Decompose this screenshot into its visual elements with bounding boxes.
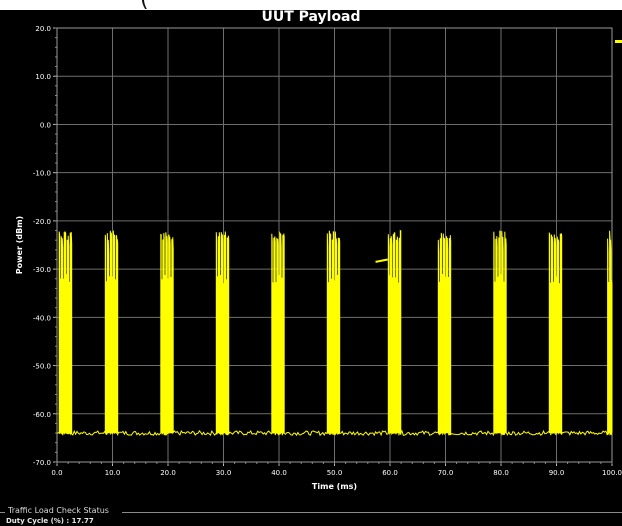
x-tick-label: 60.0	[382, 469, 398, 477]
header-strip: (	[0, 0, 622, 10]
chart-area: 20.0 10.0 0.0 -10.0 -20.0 -30.0 -40.0 -50.0 -60.…	[15, 25, 622, 491]
y-tick-label: 0.0	[40, 121, 51, 129]
status-panel: Traffic Load Check Status Duty Cycle (%)…	[0, 506, 622, 526]
legend-marker	[615, 40, 622, 43]
y-tick-label: 10.0	[35, 73, 51, 81]
x-tick-label: 80.0	[493, 469, 509, 477]
x-tick-label: 30.0	[216, 469, 232, 477]
x-tick-label: 50.0	[327, 469, 343, 477]
group-rule-left	[0, 512, 5, 513]
x-tick-label: 100.0	[602, 469, 622, 477]
y-tick-label: -70.0	[33, 459, 51, 467]
y-tick-label: -40.0	[33, 314, 51, 322]
duty-cycle-readout: Duty Cycle (%) : 17.77	[6, 517, 94, 525]
trace-step-segment	[375, 258, 388, 263]
x-tick-label: 40.0	[271, 469, 287, 477]
x-tick-label: 90.0	[549, 469, 565, 477]
y-tick-label: -60.0	[33, 411, 51, 419]
status-group-title: Traffic Load Check Status	[6, 506, 111, 515]
x-tick-label: 0.0	[51, 469, 62, 477]
header-fragment: (	[140, 0, 151, 10]
y-tick-label: -20.0	[33, 218, 51, 226]
x-tick-label: 20.0	[160, 469, 176, 477]
x-tick-label: 70.0	[438, 469, 454, 477]
chart-title: UUT Payload	[261, 9, 361, 25]
x-axis-label: Time (ms)	[312, 482, 357, 491]
power-trace	[56, 229, 613, 437]
group-rule-right	[122, 512, 622, 513]
x-tick-label: 10.0	[105, 469, 121, 477]
y-tick-label: -50.0	[33, 363, 51, 371]
y-tick-label: 20.0	[35, 25, 51, 33]
y-tick-label: -30.0	[33, 266, 51, 274]
y-axis-label: Power (dBm)	[15, 216, 24, 274]
plot-border	[56, 27, 613, 463]
y-tick-label: -10.0	[33, 170, 51, 178]
